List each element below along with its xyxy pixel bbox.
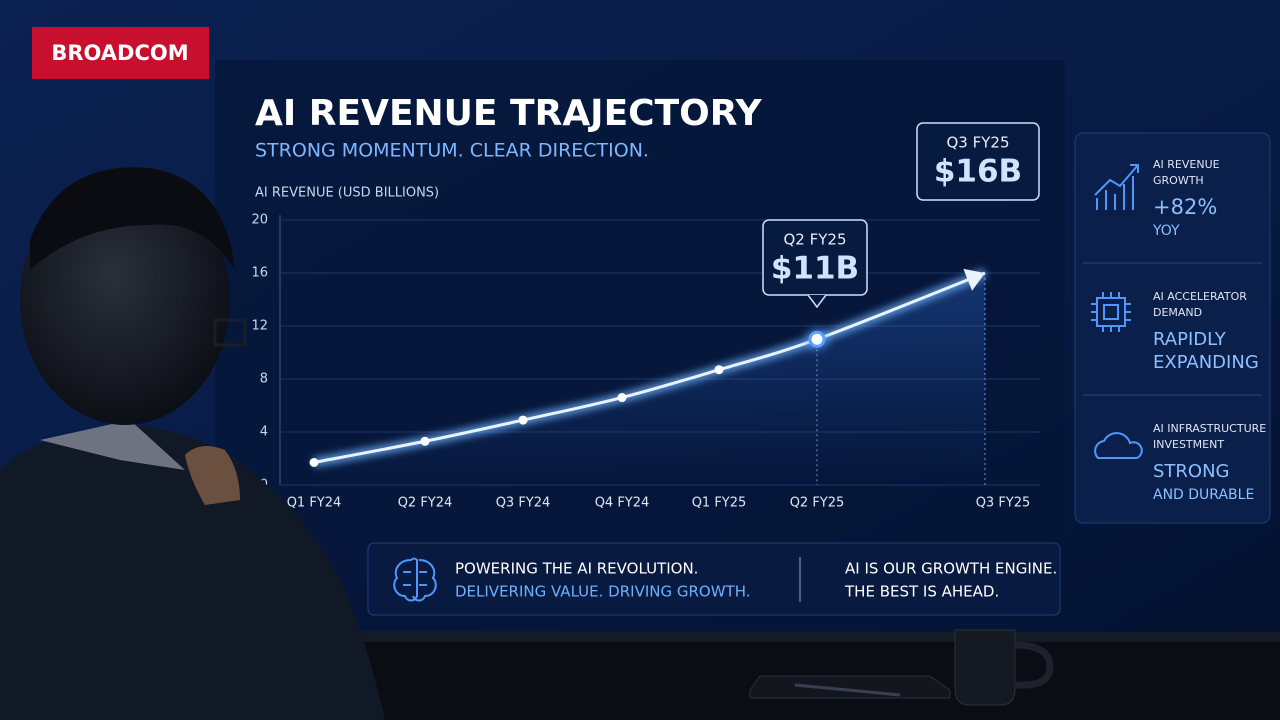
callout-category: Q3 FY25	[947, 134, 1010, 152]
card-headline: +82%	[1153, 195, 1217, 219]
person	[0, 167, 385, 720]
y-tick-label: 4	[260, 425, 268, 440]
card-headline: STRONG	[1153, 461, 1230, 482]
growth-icon	[1094, 164, 1139, 210]
y-axis-label: AI REVENUE (USD BILLIONS)	[255, 186, 439, 201]
monitor-edge	[0, 632, 1280, 642]
chart-title: AI REVENUE TRAJECTORY	[255, 93, 762, 134]
callout-tail	[807, 294, 827, 309]
card-sub: AND DURABLE	[1153, 487, 1254, 503]
banner	[367, 542, 1061, 616]
y-tick-label: 16	[251, 266, 268, 281]
banner-text: POWERING THE AI REVOLUTION.	[455, 560, 698, 578]
x-tick-label: Q3 FY24	[496, 496, 551, 511]
x-tick-label: Q1 FY24	[287, 496, 342, 511]
card-label: AI ACCELERATOR DEMAND	[1153, 290, 1247, 319]
point	[309, 457, 319, 467]
side-texts: AI REVENUE GROWTH +82% YOY AI ACCELERATOR DEM…	[1152, 158, 1266, 503]
notebook	[749, 675, 951, 699]
point	[420, 436, 430, 446]
brand: BROADCOM	[51, 41, 188, 65]
chart-subtitle: STRONG MOMENTUM. CLEAR DIRECTION.	[255, 140, 649, 162]
card-sub: EXPANDING	[1153, 352, 1259, 373]
mug-handle	[1014, 641, 1054, 689]
mug	[954, 629, 1016, 706]
point	[518, 415, 528, 425]
y-tick-label: 20	[251, 213, 268, 228]
point	[617, 393, 627, 403]
value-label: $16B	[934, 154, 1022, 190]
card-sub: YOY	[1152, 223, 1180, 239]
chip-icon	[1091, 292, 1131, 332]
banner-text: THE BEST IS AHEAD.	[844, 583, 999, 601]
point	[808, 330, 826, 348]
brain-icon	[393, 557, 437, 602]
y-tick-label: 12	[251, 319, 268, 334]
x-tick-label: Q4 FY24	[595, 496, 650, 511]
point	[714, 365, 724, 375]
cloud-icon	[1094, 432, 1143, 459]
callout	[916, 122, 1040, 201]
card-headline: RAPIDLY	[1153, 329, 1227, 350]
arrow-head	[963, 268, 985, 291]
side-panel	[1074, 132, 1271, 524]
banner-text: AI IS OUR GROWTH ENGINE.	[845, 560, 1057, 578]
y-tick-label: 8	[260, 372, 268, 387]
pen	[794, 683, 901, 697]
value-label: $11B	[771, 251, 859, 287]
x-tick-label: Q1 FY25	[692, 496, 747, 511]
card-label: AI INFRASTRUCTURE INVESTMENT	[1153, 422, 1266, 451]
x-tick-label: Q2 FY25	[790, 496, 845, 511]
card-label: AI REVENUE GROWTH	[1153, 158, 1220, 187]
x-tick-label: Q3 FY25	[976, 496, 1031, 511]
brand-badge	[32, 27, 209, 79]
callout-category: Q2 FY25	[784, 231, 847, 249]
banner-text: DELIVERING VALUE. DRIVING GROWTH.	[455, 583, 751, 601]
x-tick-label: Q2 FY24	[398, 496, 453, 511]
